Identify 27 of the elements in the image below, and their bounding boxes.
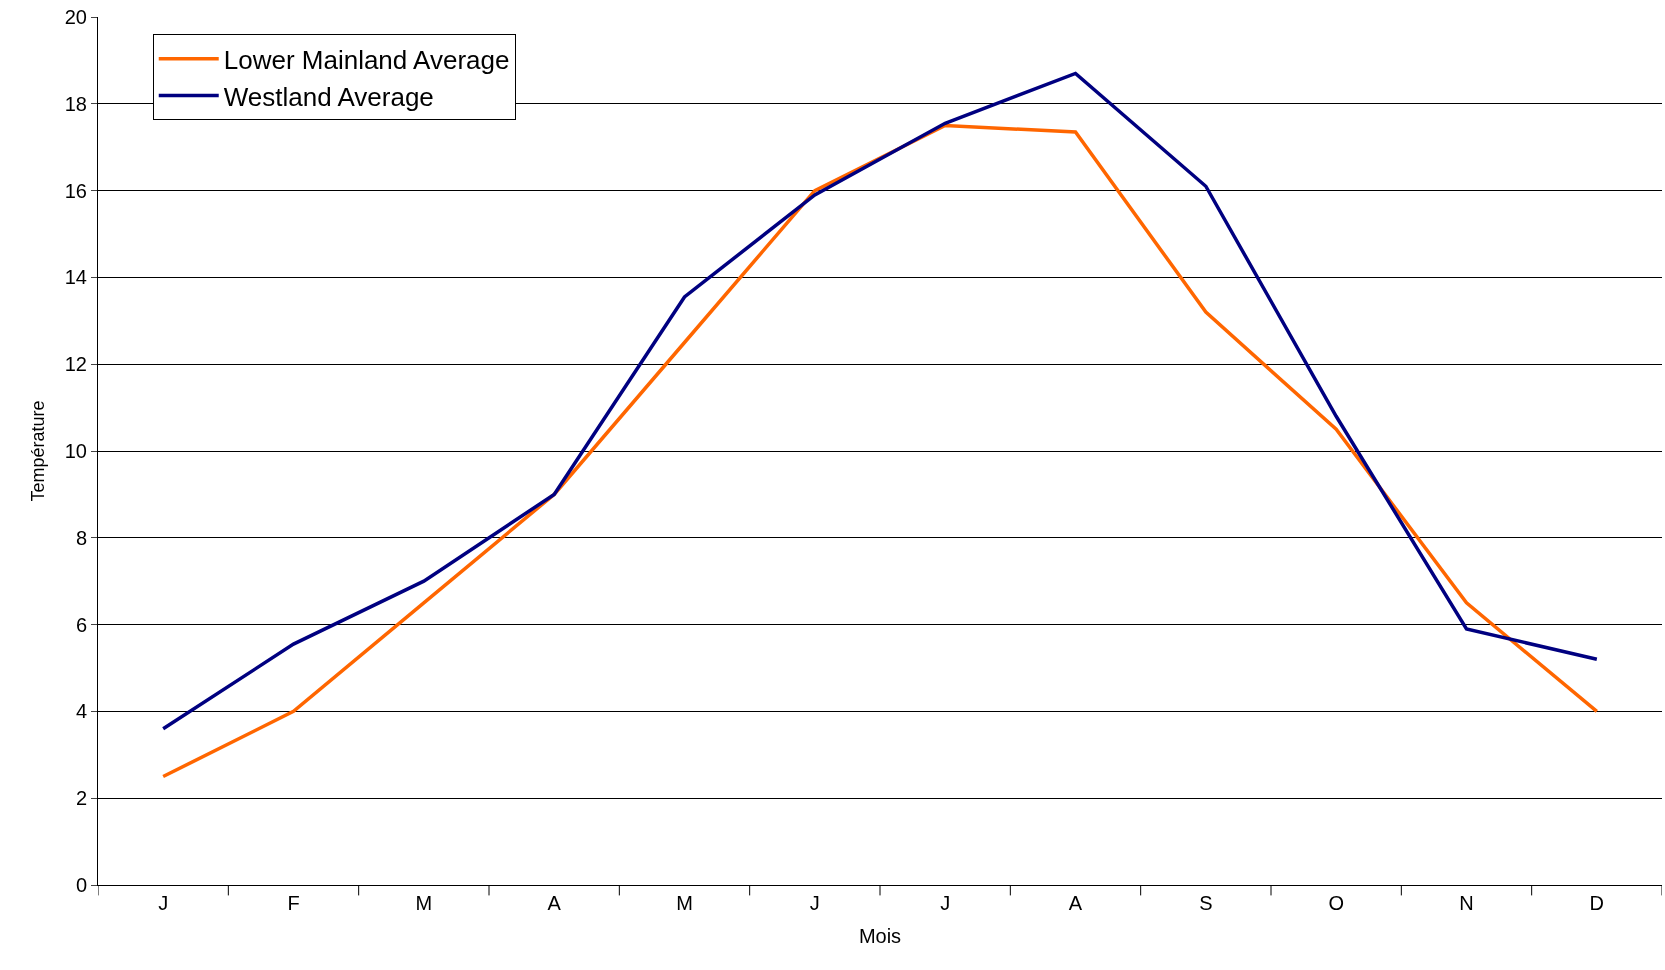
x-tick-label: M [415,892,433,914]
legend-label: Westland Average [223,81,434,112]
x-tick-label: N [1459,892,1474,914]
y-axis-title: Température [27,400,48,502]
x-tick-label: J [158,892,169,914]
x-tick-label: J [940,892,951,914]
y-tick-label: 4 [75,700,87,723]
x-tick-label: D [1589,892,1605,914]
x-tick-label: J [809,892,820,914]
y-tick-label: 20 [64,6,87,28]
x-tick-label: S [1199,892,1213,914]
y-tick-label: 2 [75,787,87,810]
y-tick-label: 12 [64,353,87,376]
x-axis-title: Mois [858,924,902,947]
legend-label: Lower Mainland Average [223,44,510,75]
x-tick-label: M [676,892,693,914]
y-tick-label: 16 [64,179,87,202]
y-tick-label: 18 [64,92,87,115]
y-tick-label: 6 [75,613,87,636]
x-tick-label: O [1328,892,1344,914]
x-tick-label: F [287,892,300,914]
y-tick-label: 8 [75,526,87,549]
y-tick-label: 14 [64,266,87,289]
y-tick-label: 10 [64,440,87,462]
x-tick-label: A [547,892,562,914]
x-tick-label: A [1068,892,1083,914]
y-tick-label: 0 [75,874,87,896]
